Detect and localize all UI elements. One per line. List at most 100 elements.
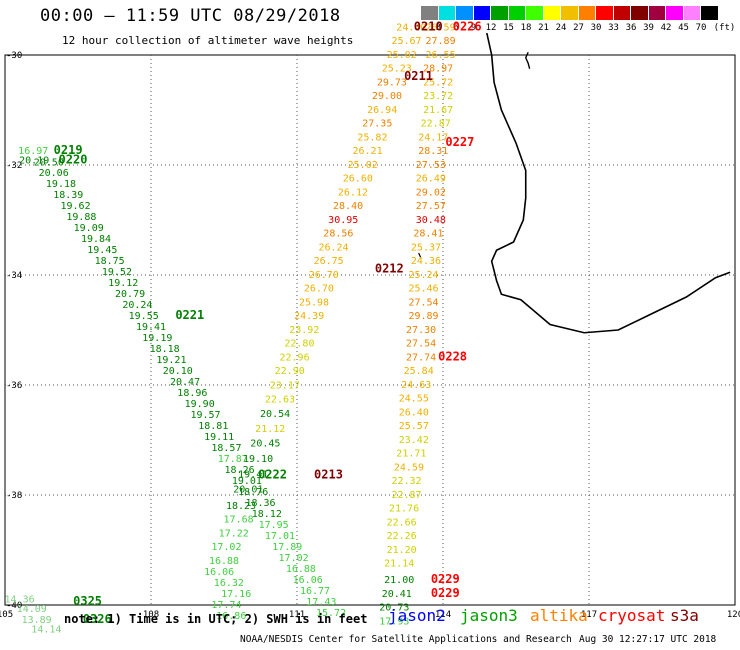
wave-height-label: 20.41 (382, 589, 412, 600)
map-frame (4, 54, 736, 606)
wave-height-label: 27.74 (406, 352, 436, 363)
wave-height-label: 25.23 (382, 64, 412, 75)
colorbar-tick-labels: 3 6 9 12 15 18 21 24 27 30 33 36 39 42 45 70 (ft) (421, 23, 740, 35)
wave-height-label: 24.55 (399, 394, 429, 405)
colorbar-swatch (473, 6, 491, 20)
wave-height-label: 22.87 (391, 490, 421, 501)
wave-height-label: 25.24 (408, 270, 438, 281)
wave-height-label: 19.09 (74, 223, 104, 234)
wave-height-label: 19.52 (102, 267, 132, 278)
wave-height-label: 24.39 (294, 311, 324, 322)
wave-height-label: 17.01 (265, 531, 295, 542)
colorbar-tick: 70 (695, 23, 707, 33)
wave-height-label: 20.01 (233, 484, 263, 495)
colorbar-swatch (648, 6, 666, 20)
wave-height-label: 25.67 (391, 36, 421, 47)
colorbar-swatch (508, 6, 526, 20)
wave-height-label: 26.24 (318, 242, 348, 253)
wave-height-label: 25.02 (348, 160, 378, 171)
wave-height-label: 19.01 (232, 476, 262, 487)
wave-height-label: 18.76 (238, 487, 268, 498)
wave-height-label: 26.49 (416, 174, 446, 185)
wave-height-label: 20.10 (163, 366, 193, 377)
wave-height-label: 18.23 (226, 501, 256, 512)
wave-height-label: 18.39 (53, 190, 83, 201)
wave-height-label: 21.00 (384, 575, 414, 586)
wave-height-label: 19.12 (108, 278, 138, 289)
track-altika-east: 26.59 27.89 26.55 28.97 25.72 23.72 21.67 22.87… (379, 22, 455, 627)
wave-height-labels: 16.9720.1920.5020.0619.1818.3919.6219.88… (5, 22, 456, 635)
wave-height-label: 19.45 (87, 245, 117, 256)
colorbar-swatch (438, 6, 456, 20)
wave-height-label: 22.32 (391, 476, 421, 487)
wave-height-label: 17.87 (218, 454, 248, 465)
wave-height-label: 26.70 (304, 284, 334, 295)
wave-height-label: 15.72 (316, 608, 346, 619)
lat-tick-label: -32 (6, 161, 22, 171)
wave-height-label: 28.56 (323, 229, 353, 240)
wave-height-label: 27.35 (362, 119, 392, 130)
wave-height-label: 26.59 (426, 22, 456, 33)
chart-subtitle: 12 hour collection of altimeter wave hei… (62, 34, 354, 47)
wave-height-label: 25.72 (423, 77, 453, 88)
wave-height-label: 22.80 (284, 339, 314, 350)
coastline-path (486, 32, 731, 334)
colorbar-tick: (ft) (713, 23, 736, 33)
wave-height-label: 21.12 (255, 424, 285, 435)
lon-tick-label: 117 (581, 610, 597, 620)
wave-height-label: 25.82 (357, 132, 387, 143)
credit-text: NOAA/NESDIS Center for Satellite Applica… (240, 634, 572, 645)
wave-height-label: 19.19 (142, 333, 172, 344)
wave-height-label: 27.54 (408, 297, 438, 308)
colorbar (421, 6, 719, 20)
wave-height-label: 17.43 (306, 597, 336, 608)
wave-height-label: 18.75 (95, 256, 125, 267)
lat-tick-label: -40 (6, 601, 22, 611)
lon-tick-label: 114 (435, 610, 451, 620)
wave-height-label: 17.02 (211, 542, 241, 553)
wave-height-label: 17.74 (211, 600, 241, 611)
wave-height-label: 26.40 (399, 407, 429, 418)
wave-height-label: 28.41 (413, 229, 443, 240)
wave-height-label: 25.84 (404, 366, 434, 377)
plot-border (4, 54, 736, 606)
wave-height-label: 22.96 (280, 352, 310, 363)
track-jason3-east: 16.8617.7417.1616.3216.0616.8817.0217.22… (204, 22, 426, 622)
graticule (5, 55, 735, 605)
wave-height-label: 22.26 (387, 531, 417, 542)
colorbar-tick: 3 (435, 23, 442, 33)
wave-height-label: 19.10 (243, 454, 273, 465)
wave-height-label: 18.57 (211, 443, 241, 454)
wave-height-label: 25.02 (387, 50, 417, 61)
wave-height-label: 19.55 (129, 311, 159, 322)
colorbar-swatch (526, 6, 544, 20)
wave-height-label: 24.17 (418, 132, 448, 143)
wave-height-label: 29.00 (372, 91, 402, 102)
wave-height-label: 20.45 (250, 439, 280, 450)
wave-height-label: 21.76 (389, 504, 419, 515)
pass-time-label: 0212 (375, 261, 404, 275)
wave-height-label: 19.11 (204, 432, 234, 443)
lon-tick-label: 105 (0, 610, 13, 620)
pass-time-label: 0229 (431, 572, 460, 586)
wave-height-label: 22.63 (265, 395, 295, 406)
footnote: note: 1) Time is in UTC; 2) SWH is in fe… (64, 612, 368, 626)
colorbar-tick: 15 (503, 23, 514, 33)
colorbar-swatch (631, 6, 649, 20)
colorbar-tick: 18 (520, 23, 532, 33)
wave-height-label: 13.89 (22, 615, 52, 626)
wave-height-label: 28.31 (418, 146, 448, 157)
wave-height-label: 26.55 (426, 50, 456, 61)
wave-height-label: 16.06 (204, 567, 234, 578)
wave-height-label: 19.18 (46, 179, 76, 190)
lon-tick-label: 111 (289, 610, 305, 620)
wave-height-label: 16.88 (209, 556, 239, 567)
wave-height-label: 24.36 (411, 256, 441, 267)
colorbar-swatch (701, 6, 719, 20)
colorbar-tick: 24 (555, 23, 567, 33)
lat-tick-label: -38 (6, 491, 22, 501)
